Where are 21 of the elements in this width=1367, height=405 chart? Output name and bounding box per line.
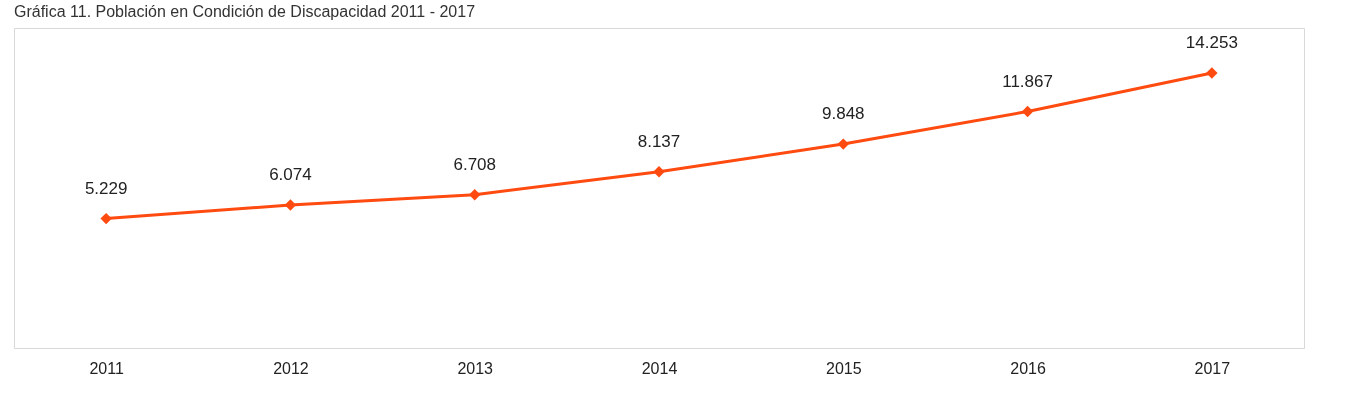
point [100, 212, 112, 225]
x-tick-label: 2017 [1194, 359, 1231, 377]
x-tick-label: 2016 [1010, 359, 1046, 377]
data-label: 6.074 [269, 164, 312, 184]
chart-title: Gráfica 11. Población en Condición de Discapacidad 2011 - 2017 [14, 3, 476, 20]
data-label: 5.229 [84, 178, 128, 198]
point [837, 138, 849, 150]
point [1021, 105, 1034, 118]
point [469, 189, 481, 201]
point [1206, 67, 1218, 79]
data-label: 14.253 [1185, 33, 1238, 52]
x-tick-label: 2013 [457, 359, 494, 377]
data-label: 8.137 [637, 131, 681, 151]
x-tick-label: 2015 [825, 359, 862, 377]
x-tick-label: 2011 [89, 359, 124, 377]
data-label: 9.848 [822, 104, 865, 124]
data-label: 6.708 [453, 154, 496, 174]
x-tick-label: 2012 [273, 359, 309, 377]
data-label: 11.867 [1002, 71, 1053, 91]
point [653, 165, 665, 178]
x-tick-label: 2014 [641, 359, 678, 377]
